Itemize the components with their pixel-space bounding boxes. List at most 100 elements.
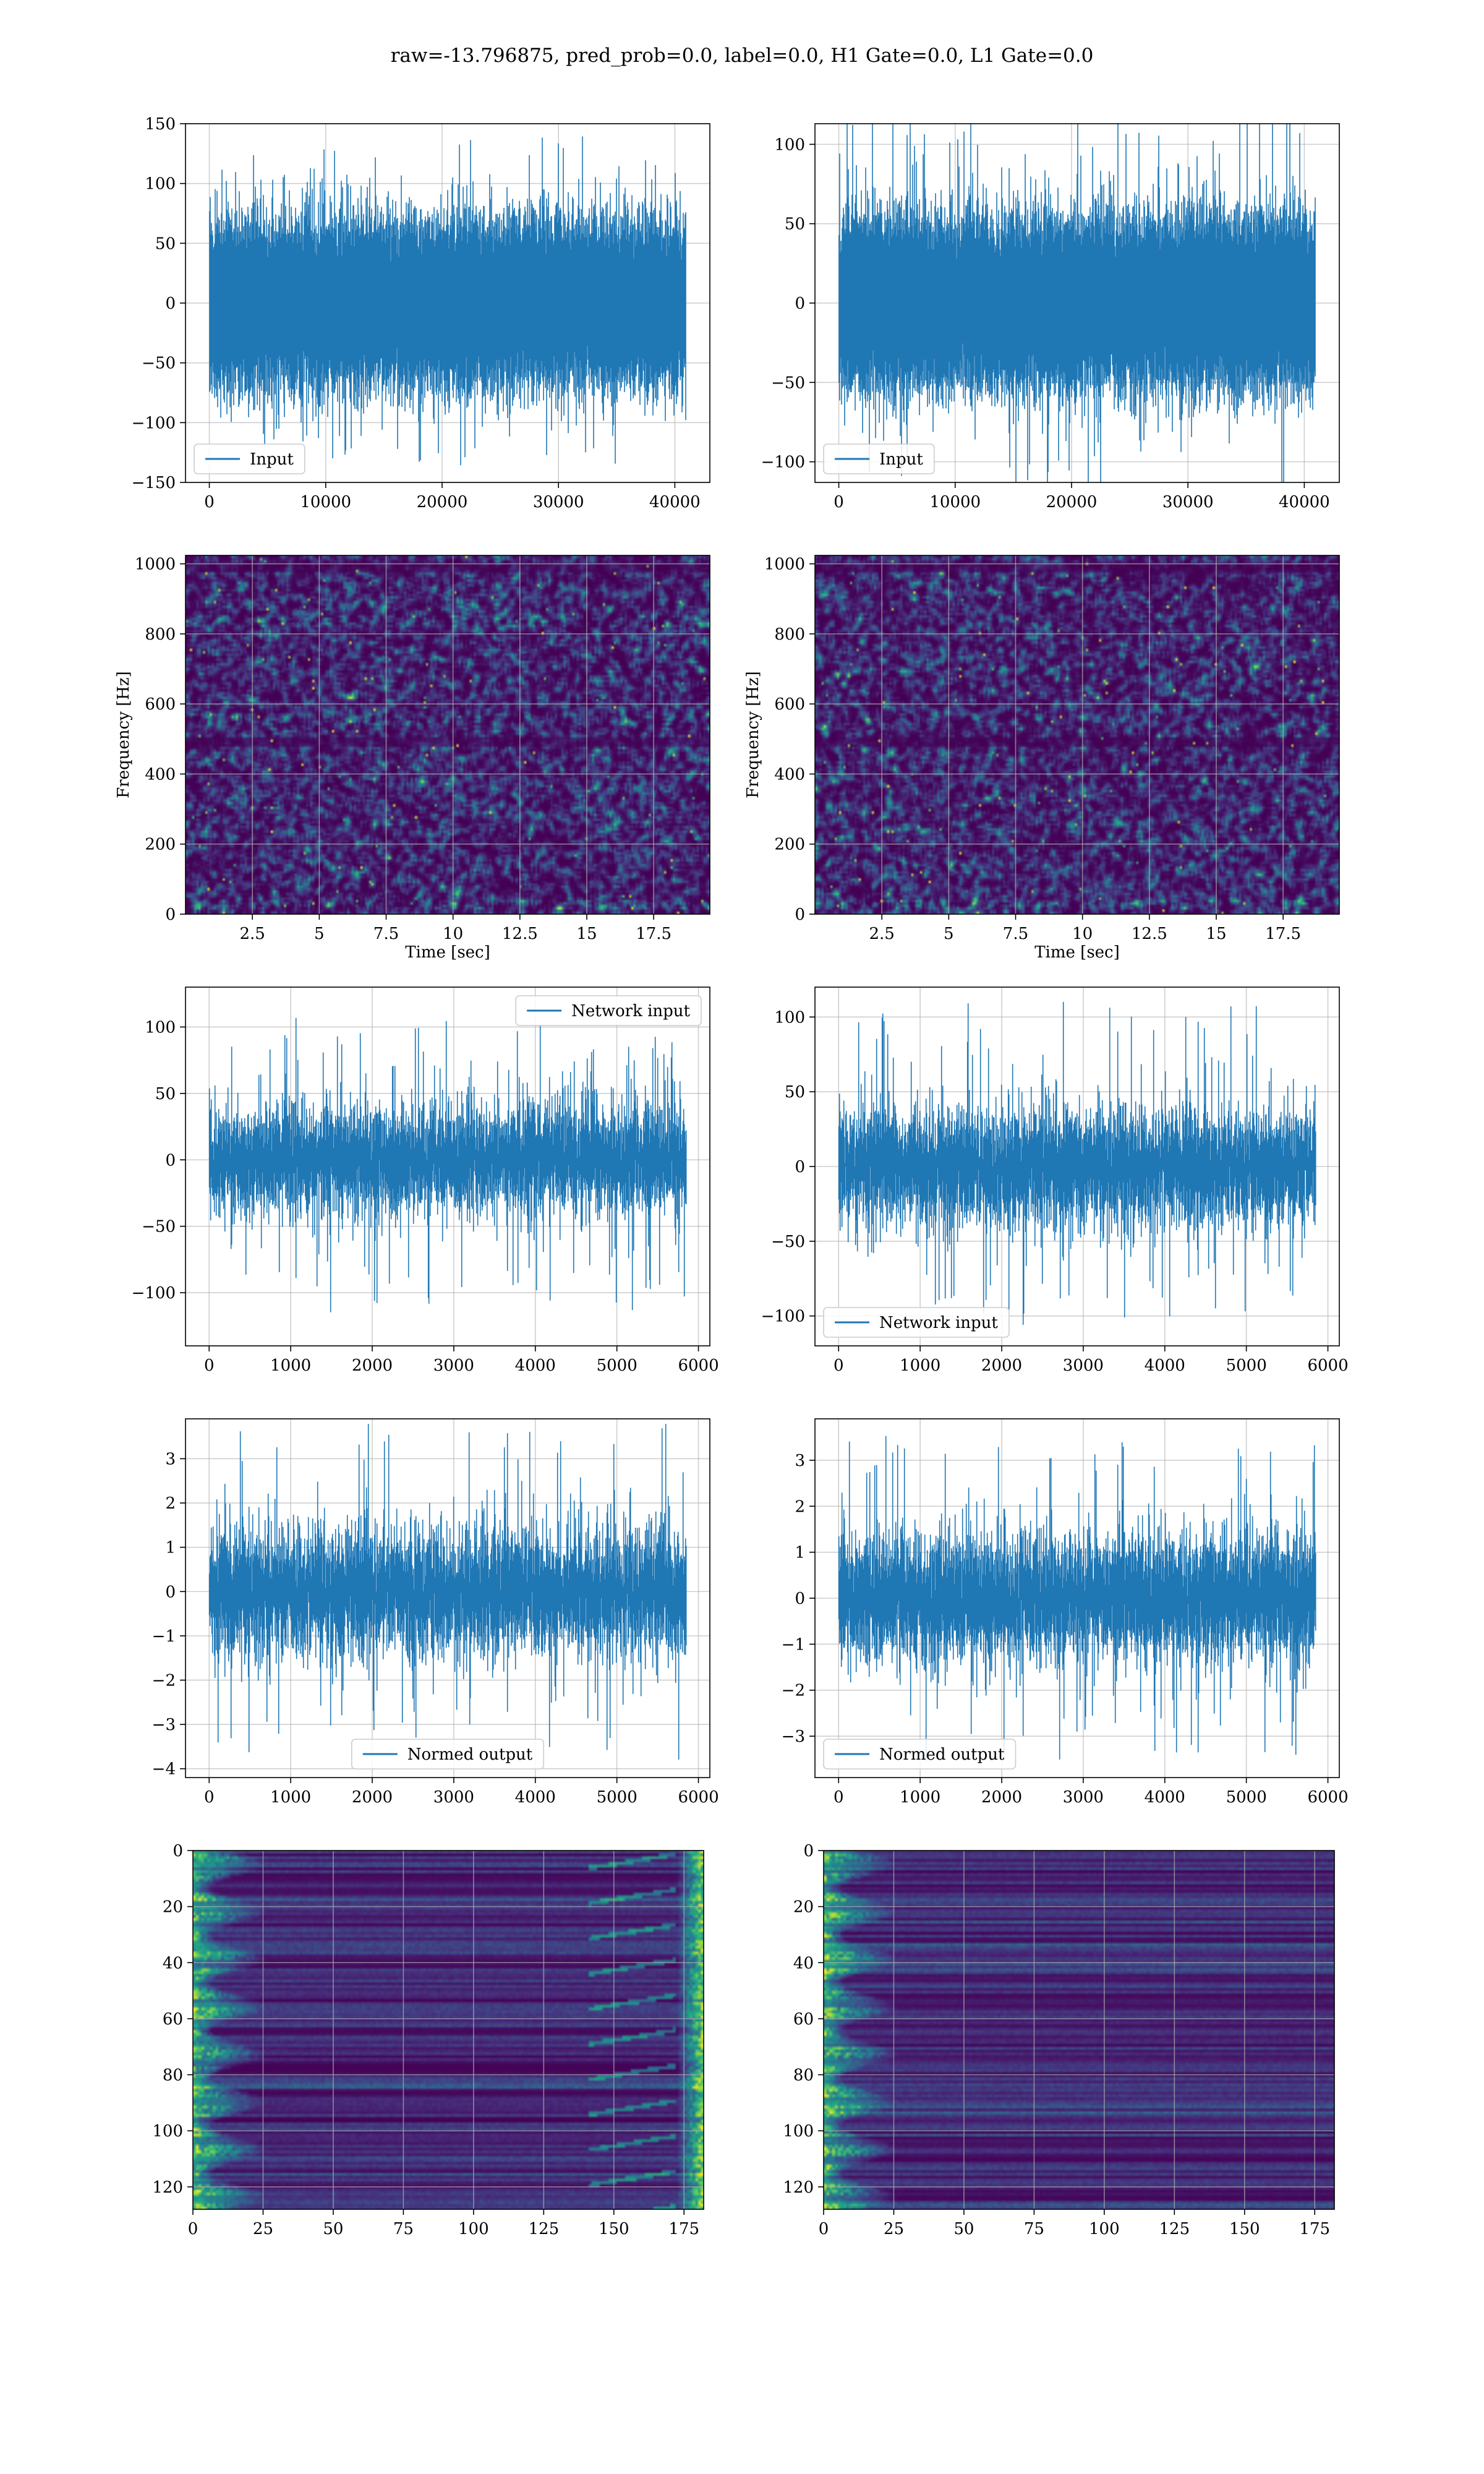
x-tick-label: 2.5 [869,925,894,943]
y-tick-label: 120 [783,2178,814,2197]
panel-r0c1: 0 10000 20000 30000 40000 −100 −50 0 50 100 Input [761,123,1340,511]
y-tick-label: 0 [795,1590,805,1608]
legend: Network input [823,1307,1010,1338]
y-tick-label: 400 [774,765,805,784]
x-tick-label: 6000 [1307,1356,1348,1375]
x-tick-label: 17.5 [1265,925,1301,943]
series-line [838,124,1316,482]
x-axis-label: Time [sec] [405,943,490,962]
y-tick-label: 0 [803,1842,814,1860]
x-tick-label: 20000 [1046,493,1098,511]
y-tick-label: 200 [774,836,805,854]
x-tick-label: 2000 [352,1788,393,1807]
y-tick-label: 60 [163,2010,183,2029]
heatmap-image [815,555,1339,914]
x-tick-label: 40000 [1279,493,1330,511]
x-tick-label: 6000 [678,1356,719,1375]
panel-r4c0: 0 25 50 75 100 125 150 175 0 20 40 60 80 100 120 [152,1842,704,2238]
x-tick-label: 100 [458,2220,489,2238]
y-tick-label: 50 [785,215,805,234]
x-tick-label: 10 [443,925,463,943]
series-line [838,1001,1316,1325]
x-tick-label: 1000 [900,1356,940,1375]
series-line [838,1436,1316,1761]
x-tick-label: 3000 [433,1356,474,1375]
y-tick-label: 2 [795,1497,805,1516]
x-tick-label: 2000 [352,1356,393,1375]
y-tick-label: 40 [163,1954,183,1972]
x-tick-label: 4000 [515,1356,556,1375]
y-tick-label: 20 [163,1898,183,1917]
legend-label: Normed output [879,1745,1005,1764]
x-tick-label: 6000 [1307,1788,1348,1807]
x-tick-label: 175 [668,2220,699,2238]
heatmap-image [193,1851,704,2209]
x-tick-label: 0 [834,1788,844,1807]
x-tick-label: 15 [1206,925,1226,943]
y-tick-label: 0 [173,1842,183,1860]
x-tick-label: 125 [1159,2220,1190,2238]
x-tick-label: 5000 [597,1788,638,1807]
legend-label: Network input [571,1002,690,1021]
legend-label: Input [879,450,923,469]
y-tick-label: −50 [142,354,176,373]
legend: Input [823,443,935,474]
x-tick-label: 75 [1024,2220,1044,2238]
y-tick-label: −150 [132,474,176,492]
y-tick-label: 0 [165,1583,176,1601]
x-tick-label: 3000 [1063,1788,1104,1807]
y-tick-label: 1 [165,1539,176,1557]
legend: Normed output [823,1739,1017,1770]
series-line [209,136,686,466]
y-tick-label: 1000 [135,555,176,574]
x-tick-label: 50 [323,2220,343,2238]
x-tick-label: 17.5 [636,925,672,943]
grid [815,555,1339,915]
y-tick-label: −100 [132,1284,176,1303]
legend: Normed output [351,1739,545,1770]
x-tick-label: 25 [884,2220,904,2238]
y-tick-label: 1000 [764,555,805,574]
y-axis-label: Frequency [Hz] [114,671,133,798]
x-tick-label: 5000 [597,1356,638,1375]
y-tick-label: 600 [774,695,805,714]
panel-r3c1: 0 1000 2000 3000 4000 5000 6000 −3 −2 −1 0 1 2 3 Norme… [782,1418,1349,1807]
y-axis-label: Frequency [Hz] [744,671,762,798]
x-tick-label: 7.5 [373,925,399,943]
y-tick-label: 800 [145,625,176,644]
y-tick-label: 100 [145,1018,176,1037]
y-tick-label: −100 [132,414,176,432]
y-tick-label: 60 [793,2010,814,2029]
x-tick-label: 0 [819,2220,829,2238]
x-tick-label: 12.5 [1132,925,1167,943]
y-tick-label: 3 [165,1450,176,1468]
x-tick-label: 7.5 [1003,925,1028,943]
y-tick-label: 150 [145,115,176,134]
x-tick-label: 5000 [1226,1788,1267,1807]
y-tick-label: 50 [155,234,176,253]
x-tick-label: 10 [1072,925,1093,943]
y-tick-label: −100 [761,1308,805,1326]
legend-label: Input [250,450,294,469]
x-tick-label: 10000 [929,493,981,511]
x-tick-label: 2000 [981,1356,1022,1375]
y-tick-label: −50 [142,1218,176,1236]
x-tick-label: 12.5 [502,925,538,943]
panel-r1c1: 2.5 5 7.5 10 12.5 15 17.5 0 200 400 600 800 1000 Time… [744,555,1340,962]
y-tick-label: 200 [145,836,176,854]
x-tick-label: 4000 [515,1788,556,1807]
y-tick-label: 0 [795,294,805,313]
panel-r2c1: 0 1000 2000 3000 4000 5000 6000 −100 −50 0 50 100 Ne… [761,987,1349,1375]
x-tick-label: 2.5 [239,925,265,943]
x-tick-label: 0 [204,1788,215,1807]
legend-label: Network input [879,1314,998,1332]
y-tick-label: 0 [165,1151,176,1170]
x-tick-label: 4000 [1145,1788,1185,1807]
y-tick-label: −50 [771,374,805,392]
x-tick-label: 1000 [900,1788,940,1807]
x-tick-label: 0 [204,493,215,511]
y-tick-label: −50 [771,1233,805,1251]
x-axis-label: Time [sec] [1034,943,1120,962]
x-tick-label: 125 [528,2220,559,2238]
x-tick-label: 150 [1229,2220,1260,2238]
